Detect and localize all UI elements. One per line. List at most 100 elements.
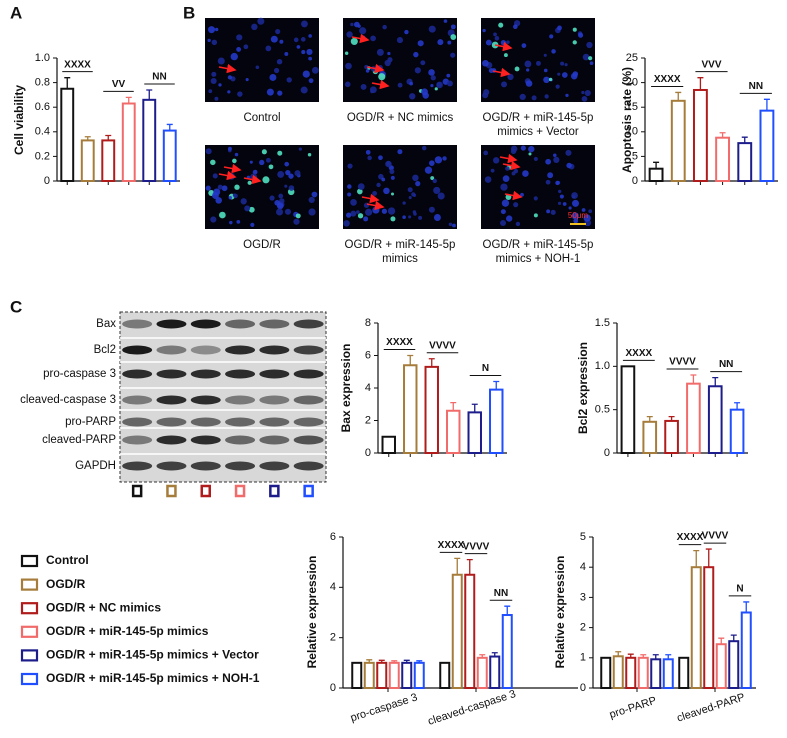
nucleus	[308, 196, 315, 204]
nucleus	[288, 185, 295, 191]
y-tick-label: 0.2	[35, 150, 50, 162]
error-bar	[407, 354, 414, 366]
error-bar	[391, 660, 398, 663]
arrow	[223, 163, 242, 174]
arrow	[499, 153, 518, 164]
nucleus	[372, 206, 380, 214]
y-tick-label: 1	[580, 652, 586, 664]
bar	[715, 136, 731, 182]
error-bar	[743, 601, 750, 613]
micrograph-caption: Control	[243, 112, 280, 124]
bar	[467, 411, 482, 454]
nucleus	[347, 184, 352, 189]
blot-band	[122, 435, 153, 445]
nucleus	[437, 39, 444, 46]
bar	[662, 658, 674, 689]
nucleus	[284, 208, 292, 215]
nucleus	[417, 40, 424, 47]
micrograph-caption: mimics	[382, 253, 418, 265]
blot-band	[122, 319, 153, 329]
nucleus	[311, 66, 319, 74]
legend-swatch	[20, 554, 39, 568]
nucleus	[384, 59, 391, 67]
error-bar	[718, 637, 725, 645]
arrow	[494, 41, 513, 52]
nucleus	[360, 83, 367, 90]
nucleus	[499, 219, 507, 227]
nucleus	[408, 215, 412, 219]
nucleus	[214, 27, 219, 32]
nucleus	[485, 39, 492, 46]
nucleus	[543, 53, 547, 57]
nucleus	[545, 179, 551, 185]
nucleus	[582, 53, 590, 61]
bar	[664, 419, 679, 454]
error-bar	[719, 132, 726, 138]
bar	[648, 167, 664, 182]
nucleus	[450, 52, 456, 58]
nucleus	[409, 93, 416, 100]
blot-band	[190, 417, 221, 427]
nucleus	[573, 218, 579, 224]
nucleus	[572, 40, 577, 45]
nucleus	[284, 184, 288, 188]
nucleus	[565, 149, 572, 156]
nucleus	[571, 199, 580, 207]
nucleus	[387, 51, 391, 56]
y-tick-label: 5	[632, 150, 638, 162]
nucleus	[247, 180, 252, 185]
bar	[142, 98, 157, 182]
nucleus	[227, 75, 233, 80]
nucleus	[434, 156, 443, 164]
nucleus	[365, 149, 371, 155]
x-tick-label: pro-caspase 3	[349, 691, 419, 724]
nucleus	[571, 212, 579, 220]
significance-label: XXXX	[654, 74, 681, 85]
nucleus	[210, 216, 217, 223]
error-bar	[416, 660, 423, 663]
blot-band	[190, 461, 221, 471]
y-tick-label: 2	[580, 622, 586, 634]
nucleus	[428, 69, 435, 76]
y-tick-label: 3	[580, 591, 586, 603]
blot-label: pro-PARP	[65, 416, 116, 428]
error-bar	[428, 358, 435, 367]
nucleus	[221, 185, 228, 192]
y-tick-label: 6	[365, 349, 371, 361]
nucleus	[278, 193, 284, 199]
nucleus	[228, 196, 232, 200]
nucleus	[433, 214, 441, 221]
nucleus	[500, 209, 506, 215]
blot-label: cleaved-PARP	[42, 434, 116, 446]
legend-swatch	[20, 649, 39, 662]
nucleus	[308, 56, 313, 61]
nucleus	[237, 91, 243, 97]
micrograph-caption: mimics + Vector	[497, 126, 579, 138]
nucleus	[519, 93, 526, 101]
nucleus	[308, 208, 316, 216]
bar	[707, 385, 723, 454]
arrow	[504, 190, 523, 201]
nucleus	[555, 84, 560, 89]
nucleus	[252, 169, 258, 175]
significance-label: VVVV	[429, 340, 456, 351]
nucleus	[514, 66, 520, 72]
nucleus	[250, 222, 255, 227]
bar	[424, 365, 439, 454]
nucleus	[277, 150, 283, 156]
nucleus	[265, 157, 271, 163]
nucleus	[363, 216, 369, 222]
micrograph-caption: OGD/R + miR-145-5p	[345, 239, 456, 251]
nucleus	[227, 146, 232, 151]
y-tick-label: 6	[330, 531, 336, 543]
blot-band	[156, 435, 187, 445]
nucleus	[488, 68, 494, 74]
nucleus	[533, 196, 538, 201]
nucleus	[277, 170, 285, 178]
nucleus	[404, 29, 409, 35]
bar	[381, 435, 396, 454]
nucleus	[217, 57, 225, 65]
nucleus	[208, 26, 216, 34]
y-tick-label: 0	[365, 447, 371, 459]
